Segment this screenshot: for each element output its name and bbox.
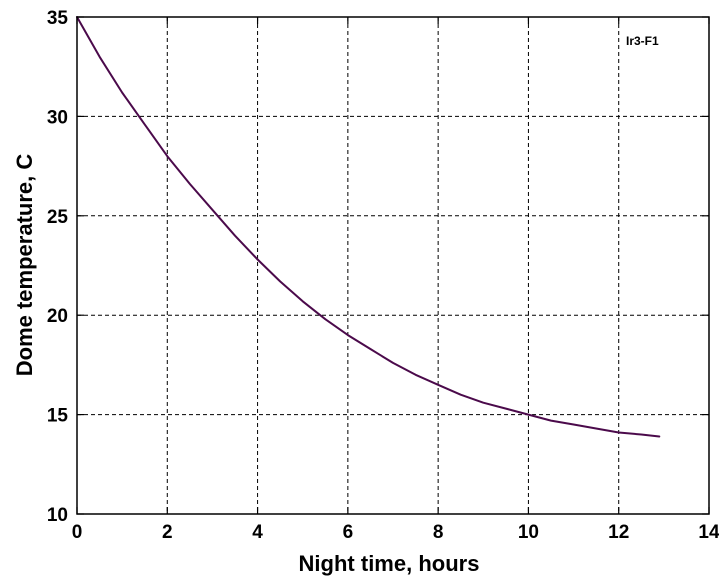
series-line [76, 16, 661, 438]
x-tick-labels: 0 2 4 6 8 10 12 14 [72, 522, 719, 543]
y-tick-label: 15 [47, 406, 69, 427]
grid [77, 17, 709, 514]
y-tick-label: 25 [47, 207, 69, 228]
x-tick-label: 10 [518, 522, 539, 543]
x-tick-label: 0 [72, 522, 83, 543]
x-tick-label: 12 [608, 522, 629, 543]
y-tick-labels: 10 15 20 25 30 35 [47, 8, 69, 526]
x-tick-label: 2 [162, 522, 173, 543]
x-tick-label: 6 [343, 522, 354, 543]
series-group [76, 16, 661, 438]
x-axis-label: Night time, hours [299, 551, 480, 576]
axis-ticks [76, 16, 710, 515]
y-tick-label: 20 [47, 306, 68, 327]
y-tick-label: 10 [47, 505, 68, 526]
x-tick-label: 14 [698, 522, 719, 543]
x-tick-label: 4 [252, 522, 263, 543]
chart-annotation: Ir3-F1 [626, 34, 659, 48]
x-tick-label: 8 [433, 522, 444, 543]
plot-area-frame [76, 16, 710, 515]
y-tick-label: 35 [47, 8, 69, 29]
y-axis-label: Dome temperature, C [12, 154, 37, 377]
y-tick-label: 30 [47, 107, 68, 128]
